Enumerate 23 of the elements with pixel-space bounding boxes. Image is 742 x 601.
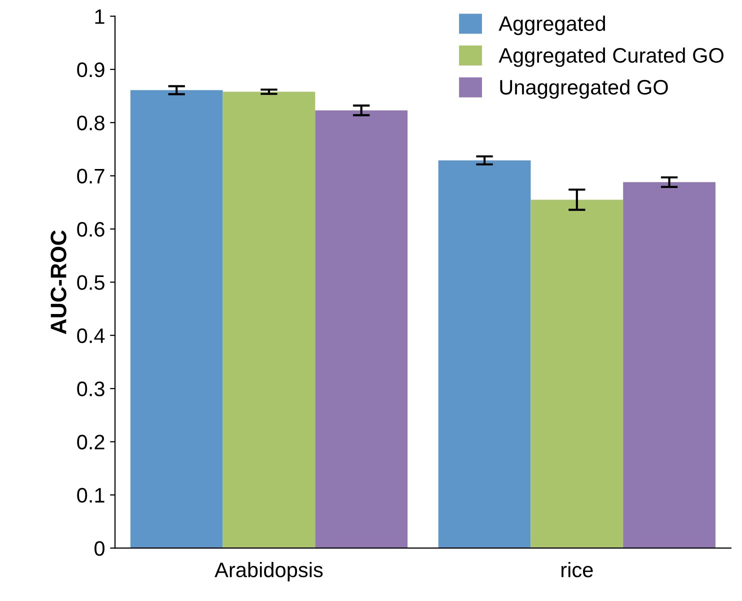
bar xyxy=(623,182,716,548)
x-tick-label: rice xyxy=(562,562,593,578)
y-tick-label: 0.2 xyxy=(77,434,104,450)
y-tick-label: 0.4 xyxy=(77,328,105,344)
y-tick-label: 0.8 xyxy=(77,116,104,130)
x-tick-label: Arabidopsis xyxy=(214,562,323,582)
bar xyxy=(315,110,408,548)
y-tick-label: 0.6 xyxy=(77,222,104,237)
bar xyxy=(130,90,223,548)
y-tick-label: 0.5 xyxy=(77,275,104,290)
bar xyxy=(530,200,624,548)
y-tick-label: 0.7 xyxy=(77,168,104,184)
legend-label: Aggregated xyxy=(498,16,606,36)
y-tick-label: 0.3 xyxy=(77,382,104,396)
y-tick-label: 1 xyxy=(95,9,104,24)
bar xyxy=(438,160,531,548)
bar xyxy=(222,92,316,548)
legend-label: Aggregated Curated GO xyxy=(498,48,724,67)
y-tick-label: 0.9 xyxy=(77,62,104,78)
y-tick-label: 0.1 xyxy=(77,488,104,503)
y-tick-label: 0 xyxy=(94,541,104,556)
legend-label: Unaggregated GO xyxy=(500,79,668,99)
y-axis-title: AUC-ROC xyxy=(50,230,66,334)
